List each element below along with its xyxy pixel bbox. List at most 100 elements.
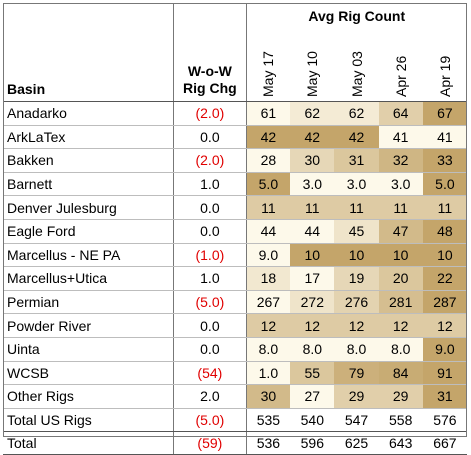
rig-count-cell: 42 — [334, 125, 379, 150]
rig-count-cell: 33 — [422, 148, 467, 173]
rig-count-cell: 61 — [246, 101, 291, 126]
wow-rig-change: 0.0 — [173, 195, 247, 220]
rig-count-cell: 576 — [422, 407, 467, 432]
column-header-row: Basin W-o-W Rig Chg May 17 May 10 May 03… — [3, 29, 467, 102]
avg-rig-count-title: Avg Rig Count — [308, 8, 406, 24]
date-header: May 03 — [334, 29, 379, 102]
rig-count-table: Avg Rig Count Basin W-o-W Rig Chg May 17… — [3, 3, 467, 455]
rig-count-cell: 19 — [334, 266, 379, 291]
rig-count-table-figure: Avg Rig Count Basin W-o-W Rig Chg May 17… — [3, 3, 467, 455]
basin-header: Basin — [3, 29, 174, 102]
rig-count-cell: 62 — [334, 101, 379, 126]
rig-count-cell: 540 — [290, 407, 335, 432]
rig-count-cell: 47 — [378, 219, 423, 244]
rig-count-cell: 12 — [246, 313, 291, 338]
rig-count-cell: 596 — [290, 431, 335, 455]
rig-count-cell: 535 — [246, 407, 291, 432]
date-label: May 10 — [304, 51, 321, 97]
rig-count-cell: 64 — [378, 101, 423, 126]
rig-count-cell: 10 — [422, 243, 467, 268]
wow-rig-change: 2.0 — [173, 384, 247, 409]
date-label: May 17 — [260, 51, 277, 97]
table-row: ArkLaTex 0.0 42 42 42 41 41 — [3, 125, 467, 150]
wow-rig-chg-header: W-o-W Rig Chg — [173, 29, 247, 102]
group-header-row: Avg Rig Count — [3, 3, 467, 29]
rig-count-cell: 22 — [422, 266, 467, 291]
wow-rig-change: 0.0 — [173, 125, 247, 150]
rig-count-cell: 547 — [334, 407, 379, 432]
rig-count-cell: 12 — [334, 313, 379, 338]
basin-name: Marcellus - NE PA — [3, 243, 174, 268]
table-row: Anadarko (2.0) 61 62 62 64 67 — [3, 101, 467, 126]
rig-count-cell: 10 — [378, 243, 423, 268]
rig-count-cell: 42 — [246, 125, 291, 150]
rig-count-cell: 276 — [334, 290, 379, 315]
rig-count-cell: 287 — [422, 290, 467, 315]
basin-name: Total US Rigs — [3, 407, 174, 432]
rig-count-cell: 11 — [290, 195, 335, 220]
rig-count-cell: 8.0 — [378, 337, 423, 362]
date-header: May 17 — [246, 29, 291, 102]
date-label: Apr 19 — [436, 55, 453, 97]
wow-rig-change: (1.0) — [173, 243, 247, 268]
rig-count-cell: 558 — [378, 407, 423, 432]
rig-chg-label: Rig Chg — [183, 80, 237, 96]
wow-rig-change: (2.0) — [173, 101, 247, 126]
rig-count-cell: 29 — [378, 384, 423, 409]
wow-rig-change: 0.0 — [173, 219, 247, 244]
rig-count-cell: 44 — [290, 219, 335, 244]
rig-count-cell: 48 — [422, 219, 467, 244]
total-row: Total (59) 536 596 625 643 667 — [3, 431, 467, 455]
basin-name: Uinta — [3, 337, 174, 362]
table-row: Other Rigs 2.0 30 27 29 29 31 — [3, 384, 467, 409]
rig-count-cell: 9.0 — [422, 337, 467, 362]
table-row: Barnett 1.0 5.0 3.0 3.0 3.0 5.0 — [3, 172, 467, 197]
rig-count-cell: 41 — [378, 125, 423, 150]
table-row: Uinta 0.0 8.0 8.0 8.0 8.0 9.0 — [3, 337, 467, 362]
wow-rig-change: (59) — [173, 431, 247, 455]
date-header: Apr 26 — [378, 29, 423, 102]
basin-name: Eagle Ford — [3, 219, 174, 244]
rig-count-cell: 536 — [246, 431, 291, 455]
rig-count-cell: 12 — [378, 313, 423, 338]
rig-count-cell: 272 — [290, 290, 335, 315]
rig-count-cell: 84 — [378, 361, 423, 386]
rig-count-cell: 27 — [290, 384, 335, 409]
wow-rig-change: (2.0) — [173, 148, 247, 173]
rig-count-cell: 281 — [378, 290, 423, 315]
rig-count-cell: 12 — [422, 313, 467, 338]
rig-count-cell: 11 — [246, 195, 291, 220]
basin-name: Total — [3, 431, 174, 455]
table-row: WCSB (54) 1.0 55 79 84 91 — [3, 361, 467, 386]
rig-count-cell: 62 — [290, 101, 335, 126]
rig-count-cell: 11 — [378, 195, 423, 220]
wow-rig-change: 1.0 — [173, 266, 247, 291]
rig-count-cell: 79 — [334, 361, 379, 386]
wow-label: W-o-W — [187, 63, 232, 79]
rig-count-cell: 667 — [422, 431, 467, 455]
rig-count-cell: 625 — [334, 431, 379, 455]
table-row: Permian (5.0) 267 272 276 281 287 — [3, 290, 467, 315]
rig-count-cell: 3.0 — [334, 172, 379, 197]
rig-count-cell: 8.0 — [334, 337, 379, 362]
date-label: Apr 26 — [392, 55, 409, 97]
rig-count-cell: 32 — [378, 148, 423, 173]
wow-rig-change: (54) — [173, 361, 247, 386]
table-row: Eagle Ford 0.0 44 44 45 47 48 — [3, 219, 467, 244]
table-row: Marcellus - NE PA (1.0) 9.0 10 10 10 10 — [3, 243, 467, 268]
rig-count-cell: 30 — [290, 148, 335, 173]
rig-count-cell: 20 — [378, 266, 423, 291]
rig-count-cell: 10 — [334, 243, 379, 268]
rig-count-cell: 31 — [422, 384, 467, 409]
wow-rig-change: (5.0) — [173, 407, 247, 432]
rig-count-cell: 9.0 — [246, 243, 291, 268]
basin-name: Bakken — [3, 148, 174, 173]
rig-count-cell: 42 — [290, 125, 335, 150]
rig-count-cell: 12 — [290, 313, 335, 338]
rig-count-cell: 41 — [422, 125, 467, 150]
table-row: Bakken (2.0) 28 30 31 32 33 — [3, 148, 467, 173]
basin-name: Anadarko — [3, 101, 174, 126]
rig-count-cell: 11 — [422, 195, 467, 220]
table-row: Denver Julesburg 0.0 11 11 11 11 11 — [3, 195, 467, 220]
basin-name: Barnett — [3, 172, 174, 197]
